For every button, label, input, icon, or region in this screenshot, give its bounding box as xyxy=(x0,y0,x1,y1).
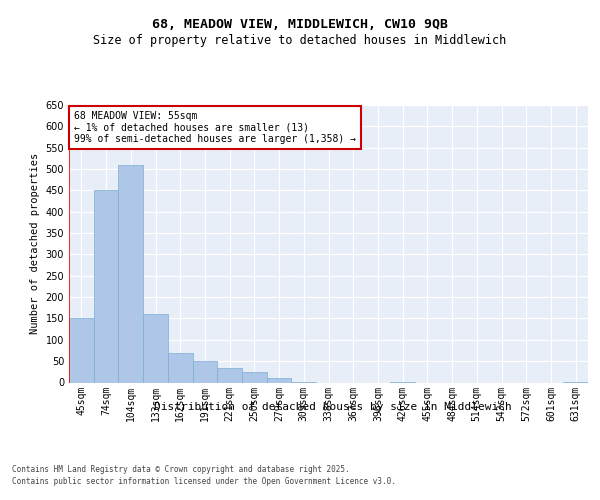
Text: 68, MEADOW VIEW, MIDDLEWICH, CW10 9QB: 68, MEADOW VIEW, MIDDLEWICH, CW10 9QB xyxy=(152,18,448,30)
Bar xyxy=(242,372,267,382)
Bar xyxy=(267,378,292,382)
Bar xyxy=(118,165,143,382)
Bar xyxy=(69,318,94,382)
Bar xyxy=(94,190,118,382)
Y-axis label: Number of detached properties: Number of detached properties xyxy=(30,153,40,334)
Text: Contains HM Land Registry data © Crown copyright and database right 2025.: Contains HM Land Registry data © Crown c… xyxy=(12,465,350,474)
Bar xyxy=(193,361,217,382)
Bar xyxy=(143,314,168,382)
Text: Distribution of detached houses by size in Middlewich: Distribution of detached houses by size … xyxy=(154,402,512,412)
Bar xyxy=(168,352,193,382)
Text: Contains public sector information licensed under the Open Government Licence v3: Contains public sector information licen… xyxy=(12,478,396,486)
Text: Size of property relative to detached houses in Middlewich: Size of property relative to detached ho… xyxy=(94,34,506,47)
Bar xyxy=(217,368,242,382)
Text: 68 MEADOW VIEW: 55sqm
← 1% of detached houses are smaller (13)
99% of semi-detac: 68 MEADOW VIEW: 55sqm ← 1% of detached h… xyxy=(74,110,356,144)
